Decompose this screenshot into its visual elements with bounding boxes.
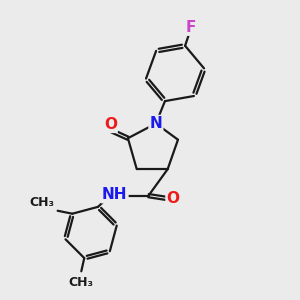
- Text: CH₃: CH₃: [69, 276, 94, 289]
- Text: N: N: [149, 116, 162, 131]
- Text: O: O: [167, 191, 179, 206]
- Text: F: F: [186, 20, 196, 35]
- Text: NH: NH: [102, 187, 128, 202]
- Text: CH₃: CH₃: [30, 196, 55, 209]
- Text: O: O: [104, 117, 117, 132]
